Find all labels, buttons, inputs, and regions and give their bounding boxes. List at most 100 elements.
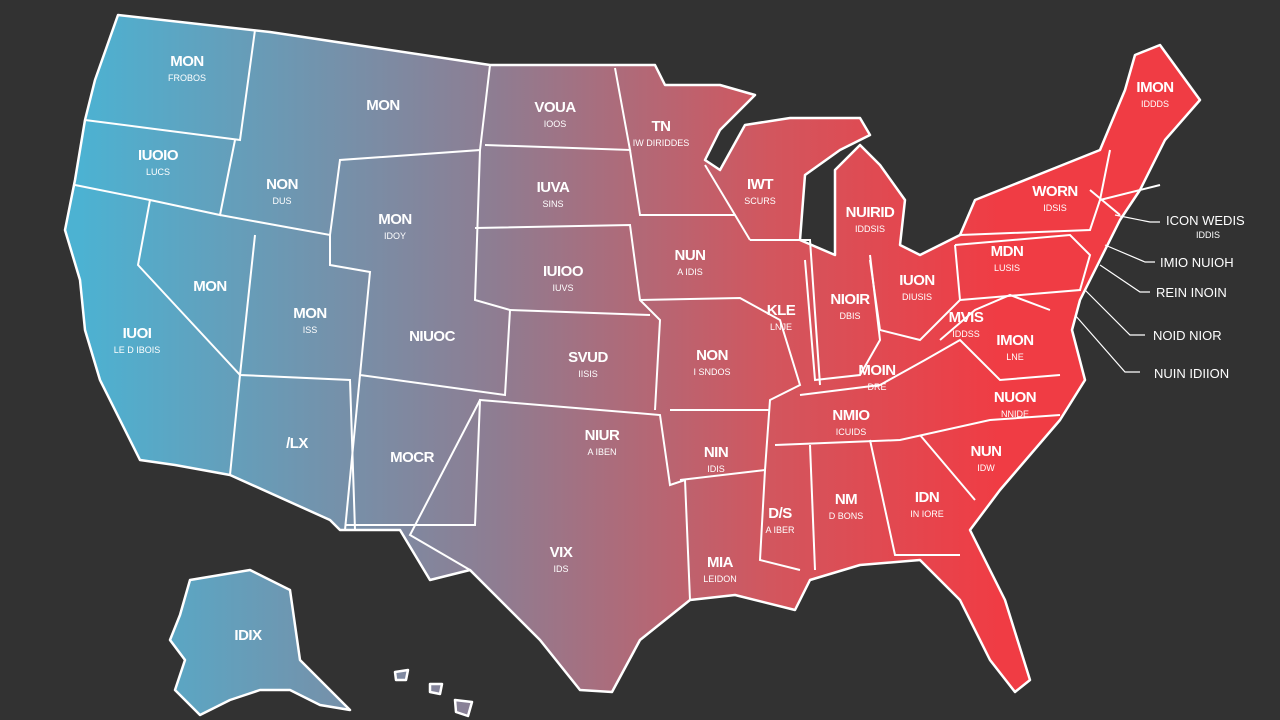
border bbox=[869, 439, 960, 556]
state-label: D/S bbox=[768, 505, 792, 522]
border bbox=[1099, 184, 1161, 201]
state-sublabel: FROBOS bbox=[168, 73, 206, 83]
state-label: IUOI bbox=[123, 325, 152, 342]
state-label: VIX bbox=[550, 544, 573, 561]
state-sublabel: IDDDS bbox=[1141, 99, 1169, 109]
state-sublabel: LE D IBOIS bbox=[114, 345, 161, 355]
state-sublabel: SCURS bbox=[744, 196, 776, 206]
state-sublabel: IUVS bbox=[552, 283, 573, 293]
border bbox=[799, 338, 1061, 396]
state-label: VOUA bbox=[534, 99, 576, 116]
state-label: NMIO bbox=[832, 407, 870, 424]
callout-sublabel: IDDIS bbox=[1196, 230, 1220, 240]
state-label: NUON bbox=[994, 389, 1036, 406]
border bbox=[939, 293, 1051, 341]
state-label: MDN bbox=[991, 243, 1024, 260]
border bbox=[84, 29, 256, 142]
state-label: NON bbox=[266, 176, 298, 193]
state-label: MVIS bbox=[949, 309, 984, 326]
border bbox=[758, 469, 801, 571]
state-label: /LX bbox=[286, 435, 308, 452]
state-sublabel: LUCS bbox=[146, 167, 170, 177]
state-sublabel: IW DIRIDDES bbox=[633, 138, 690, 148]
state-label: WORN bbox=[1032, 183, 1078, 200]
border bbox=[1089, 189, 1121, 216]
border bbox=[809, 444, 816, 571]
state-label: IMON bbox=[996, 332, 1033, 349]
state-sublabel: IDSIS bbox=[1043, 203, 1067, 213]
land bbox=[63, 13, 1202, 718]
state-sublabel: LEIDON bbox=[703, 574, 737, 584]
border bbox=[704, 164, 736, 216]
state-sublabel: IISIS bbox=[578, 369, 598, 379]
border bbox=[750, 239, 821, 386]
state-label: MON bbox=[193, 278, 227, 295]
callout-label: NUIN IDIION bbox=[1154, 366, 1229, 381]
state-label: MIA bbox=[707, 554, 734, 571]
border bbox=[629, 149, 751, 241]
callout-label: ICON WEDIS bbox=[1166, 213, 1245, 228]
state-sublabel: IDS bbox=[553, 564, 568, 574]
state-sublabel: IDW bbox=[977, 463, 995, 473]
callout-label: IMIO NUIOH bbox=[1160, 255, 1234, 270]
callout-label: NOID NIOR bbox=[1153, 328, 1222, 343]
state-label: MOCR bbox=[390, 449, 434, 466]
state-label: NUN bbox=[971, 443, 1002, 460]
border bbox=[959, 149, 1111, 236]
state-sublabel: DUS bbox=[272, 196, 291, 206]
leader bbox=[1104, 244, 1155, 263]
state-label: IUIOO bbox=[543, 263, 584, 280]
state-label: IUOIO bbox=[138, 147, 179, 164]
state-label: TN bbox=[652, 118, 671, 135]
border bbox=[774, 414, 1061, 446]
state-sublabel: IDDSS bbox=[952, 329, 980, 339]
state-label: NUIRID bbox=[846, 204, 895, 221]
state-label: IDN bbox=[915, 489, 939, 506]
state-label: NIOIR bbox=[830, 291, 870, 308]
state-label: MON bbox=[170, 53, 204, 70]
border bbox=[136, 199, 242, 476]
state-label: MOIN bbox=[858, 362, 895, 379]
state-sublabel: IDDSIS bbox=[855, 224, 885, 234]
border bbox=[219, 64, 491, 237]
state-sublabel: A IDIS bbox=[677, 267, 703, 277]
leader bbox=[1074, 314, 1140, 373]
state-label: MON bbox=[366, 97, 400, 114]
callout-lines bbox=[1074, 214, 1160, 373]
state-sublabel: DBIS bbox=[839, 311, 860, 321]
border bbox=[408, 399, 481, 571]
border bbox=[74, 139, 236, 217]
border bbox=[329, 149, 512, 397]
leader bbox=[1084, 289, 1145, 336]
border bbox=[919, 434, 976, 501]
border bbox=[509, 309, 651, 316]
state-sublabel: ICUIDS bbox=[836, 427, 867, 437]
state-label: IUON bbox=[899, 272, 935, 289]
state-label: MON bbox=[378, 211, 412, 228]
contiguous-us bbox=[63, 13, 1202, 694]
state-sublabel: IN IORE bbox=[910, 509, 944, 519]
state-sublabel: DIUSIS bbox=[902, 292, 932, 302]
state-label: NIN bbox=[704, 444, 728, 461]
alaska bbox=[168, 568, 352, 717]
state-label: NIUR bbox=[585, 427, 620, 444]
leader bbox=[1099, 264, 1150, 293]
state-label: MON bbox=[293, 305, 327, 322]
state-label: NON bbox=[696, 347, 728, 364]
labels: MON FROBOS IUOIO LUCS IUOI LE D IBOIS NON DUS MO… bbox=[114, 53, 1245, 644]
state-sublabel: LUSIS bbox=[994, 263, 1020, 273]
state-label: IMON bbox=[1136, 79, 1173, 96]
state-sublabel: NNIDE bbox=[1001, 409, 1029, 419]
state-sublabel: A IBEN bbox=[587, 447, 616, 457]
state-borders bbox=[74, 29, 1161, 601]
state-label: NM bbox=[835, 491, 857, 508]
state-sublabel: A IBER bbox=[765, 525, 795, 535]
state-label: IWT bbox=[747, 176, 773, 193]
state-sublabel: LNJE bbox=[770, 322, 792, 332]
callout-label: REIN INOIN bbox=[1156, 285, 1227, 300]
border bbox=[954, 233, 1092, 301]
hawaii-3 bbox=[453, 698, 474, 718]
state-label: IDIX bbox=[234, 627, 262, 644]
